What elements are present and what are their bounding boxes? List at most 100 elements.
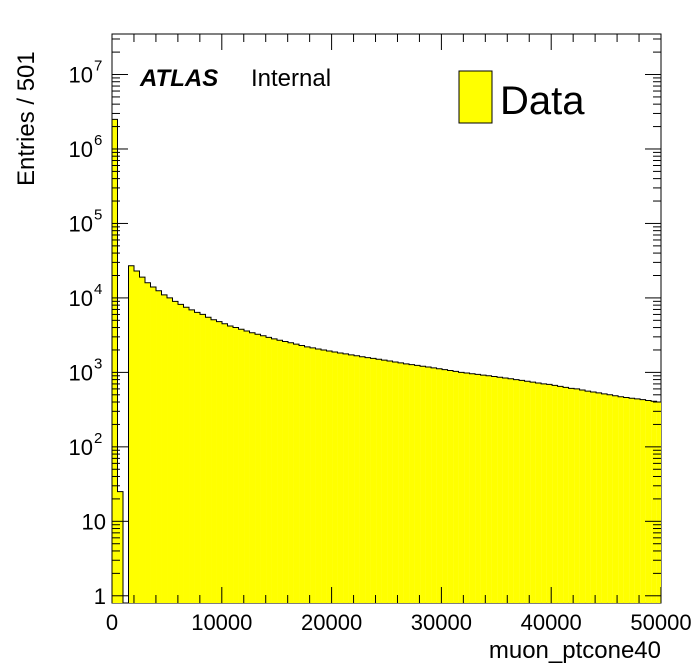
histogram-bar — [387, 361, 393, 603]
histogram-bar — [117, 491, 124, 603]
histogram-bar — [458, 372, 465, 603]
x-tick-label: 40000 — [521, 610, 582, 635]
histogram-bar — [535, 383, 542, 603]
histogram-bar — [414, 365, 421, 603]
histogram-bar — [557, 386, 564, 603]
x-axis-title: muon_ptcone40 — [489, 637, 661, 664]
histogram-bar — [552, 385, 558, 603]
y-tick-label-exponent: 2 — [94, 430, 102, 447]
histogram-bar — [222, 323, 228, 603]
histogram-bar — [590, 392, 597, 603]
histogram-bar — [634, 398, 641, 603]
histogram-bar — [645, 400, 652, 603]
histogram-bar — [288, 342, 294, 603]
histogram-bar — [519, 380, 525, 603]
x-tick-label: 50000 — [630, 610, 691, 635]
legend-label-data: Data — [500, 79, 585, 123]
y-tick-label-exponent: 7 — [94, 58, 102, 75]
histogram-bar — [161, 294, 168, 603]
histogram-bar — [233, 327, 239, 603]
histogram-bar — [310, 347, 316, 603]
histogram-bar — [249, 332, 256, 603]
histogram-bar — [436, 368, 443, 603]
histogram-bar — [513, 379, 520, 603]
internal-label: Internal — [251, 65, 331, 92]
histogram-bar — [568, 388, 575, 603]
histogram-bar — [480, 375, 487, 603]
histogram-bar — [475, 374, 481, 603]
histogram-bar — [442, 369, 448, 603]
histogram-bar — [524, 381, 531, 603]
histogram-bar — [359, 356, 366, 603]
histogram-bar — [486, 375, 492, 603]
atlas-label: ATLAS — [139, 65, 218, 92]
y-tick-label: 10 — [82, 509, 106, 534]
histogram-bar — [640, 399, 646, 603]
x-tick-label: 0 — [106, 610, 118, 635]
histogram-bar — [260, 335, 267, 603]
histogram-bar — [596, 392, 602, 603]
y-tick-label: 10 — [69, 435, 93, 460]
histogram-bar — [145, 282, 151, 603]
histogram-bar — [271, 338, 278, 603]
histogram-bar — [112, 119, 118, 604]
y-tick-label-exponent: 4 — [94, 281, 102, 298]
histogram-bar — [134, 270, 140, 603]
histogram-bar — [629, 398, 635, 603]
histogram-bar — [238, 329, 245, 603]
histogram-bar — [447, 370, 454, 603]
histogram-bar — [618, 396, 624, 603]
x-tick-labels: 0 10000 20000 30000 40000 50000 — [106, 610, 692, 635]
histogram-bar — [282, 341, 289, 603]
histogram-bar — [293, 344, 300, 603]
histogram-bar — [332, 351, 338, 603]
y-tick-label: 1 — [94, 584, 106, 609]
histogram-bar — [392, 361, 399, 603]
histogram-bar — [420, 366, 426, 603]
histogram-bar — [607, 394, 613, 603]
histogram-bar — [651, 401, 657, 603]
histogram-bars — [112, 119, 661, 604]
y-tick-label: 10 — [69, 360, 93, 385]
histogram-bar — [216, 321, 223, 603]
histogram-bar — [183, 307, 190, 603]
histogram-bar — [139, 277, 146, 603]
histogram-bar — [255, 334, 261, 603]
y-axis-title: Entries / 501 — [13, 51, 40, 186]
x-tick-label: 20000 — [301, 610, 362, 635]
x-tick-label: 30000 — [411, 610, 472, 635]
histogram-bar — [178, 304, 184, 603]
histogram-bar — [469, 373, 476, 603]
histogram-bar — [370, 358, 377, 603]
y-tick-label-exponent: 5 — [94, 206, 102, 223]
histogram-bar — [227, 325, 234, 603]
histogram-bar — [563, 387, 569, 603]
y-tick-label: 10 — [69, 286, 93, 311]
histogram-bar — [304, 346, 311, 603]
histogram-bar — [266, 337, 272, 603]
histogram-bar — [508, 378, 514, 603]
histogram-bar — [211, 319, 217, 603]
axis-ticks — [111, 34, 662, 603]
histogram-bar — [579, 389, 586, 603]
histogram-bar — [189, 309, 195, 603]
histogram-bar — [381, 360, 388, 603]
histogram-bar — [365, 357, 371, 603]
histogram-bar — [398, 362, 404, 603]
histogram-bar — [343, 353, 349, 603]
histogram-bar — [546, 384, 553, 603]
histogram-bar — [497, 377, 503, 603]
histogram-bar — [376, 359, 382, 603]
histogram-bar — [574, 388, 580, 603]
histogram-bar — [431, 367, 437, 603]
histogram-bar — [541, 383, 547, 603]
histogram-bar — [200, 314, 206, 603]
histogram-bar — [612, 395, 619, 603]
y-tick-label: 10 — [69, 211, 93, 236]
histogram-bar — [172, 301, 179, 603]
histogram-bar — [156, 290, 162, 603]
histogram-bar — [453, 371, 459, 603]
histogram-bar — [530, 382, 536, 603]
